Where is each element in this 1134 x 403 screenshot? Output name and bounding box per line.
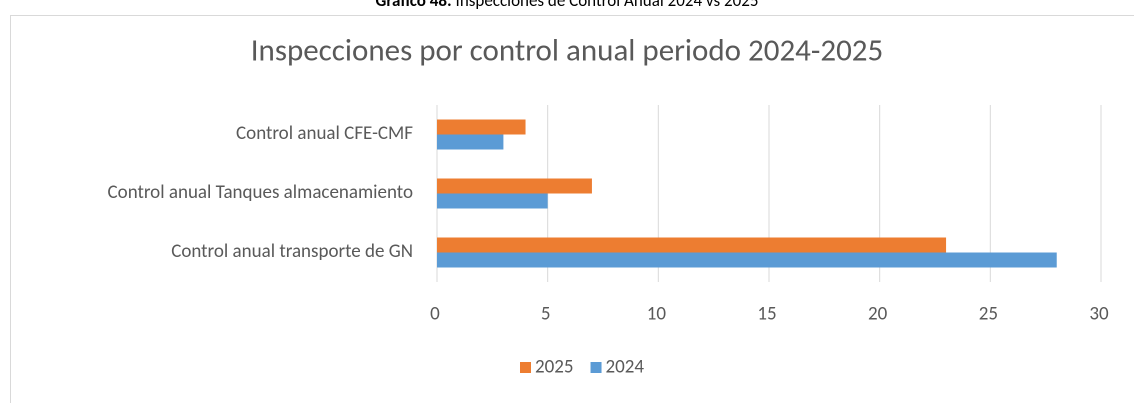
x-tick-label: 25 — [979, 303, 998, 326]
y-tick-label: Control anual transporte de GN — [171, 240, 413, 263]
caption: Gráfico 48: Inspecciones de Control Anua… — [376, 0, 759, 11]
legend-label: 2024 — [606, 356, 645, 379]
bar — [437, 252, 1057, 268]
chart-border — [10, 15, 1134, 403]
x-tick-label: 0 — [430, 303, 440, 326]
y-tick-label: Control anual CFE-CMF — [236, 122, 413, 145]
x-tick-label: 20 — [868, 303, 888, 326]
bar — [437, 237, 947, 253]
bar — [437, 119, 526, 135]
caption-text: Inspecciones de Control Anual 2024 vs 20… — [456, 0, 759, 11]
y-tick-label: Control anual Tanques almacenamiento — [108, 181, 413, 204]
bar — [437, 193, 548, 209]
caption-label: Gráfico 48: — [376, 0, 452, 11]
x-tick-label: 15 — [757, 303, 776, 326]
legend-label: 2025 — [535, 356, 574, 379]
bar — [437, 134, 504, 150]
legend-swatch — [590, 362, 602, 373]
x-tick-label: 10 — [647, 303, 667, 326]
x-tick-label: 30 — [1089, 303, 1109, 326]
chart-title: Inspecciones por control anual periodo 2… — [251, 31, 883, 69]
x-tick-label: 5 — [541, 303, 551, 326]
bar — [437, 178, 592, 194]
legend-swatch — [520, 362, 531, 373]
